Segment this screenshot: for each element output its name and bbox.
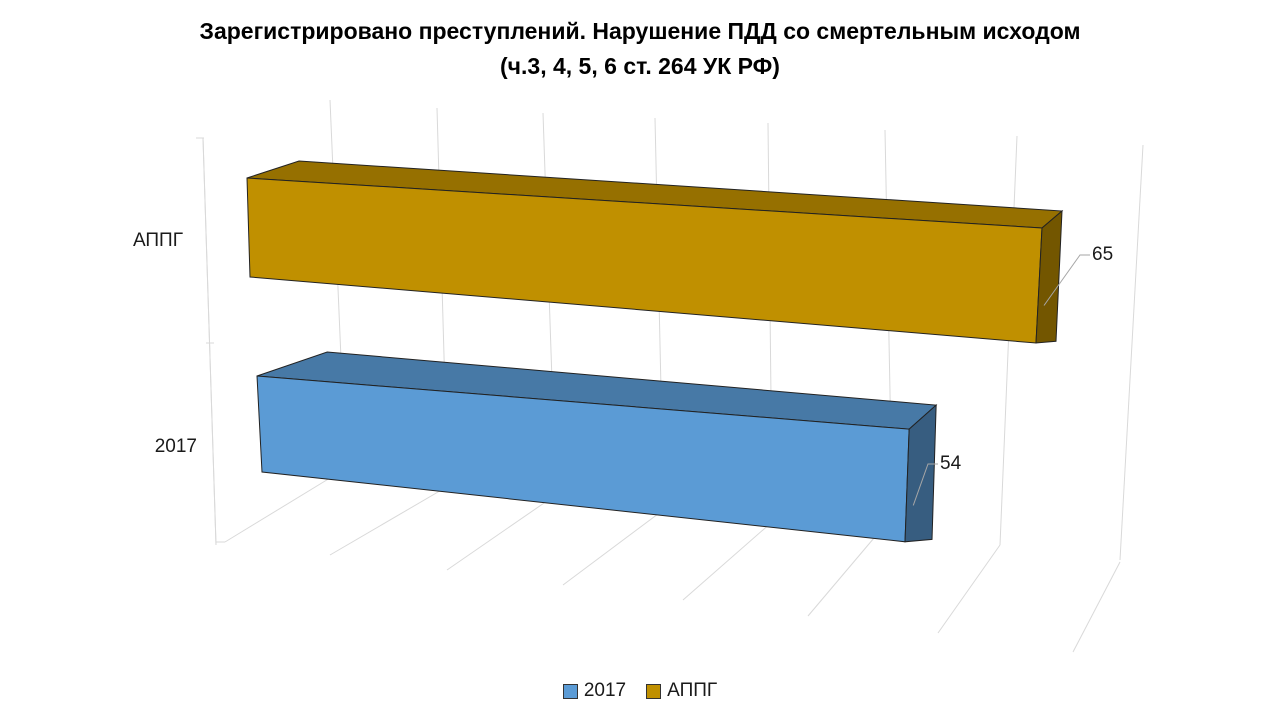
legend: 2017 АППГ: [0, 680, 1280, 702]
gridline-floor: [807, 524, 886, 617]
data-label-2017: 54: [940, 453, 962, 474]
category-label-2017: 2017: [155, 436, 197, 457]
bar-side-face: [904, 404, 937, 543]
data-label-leader: [912, 463, 938, 506]
label-layer: 65 АППГ 54 2017: [133, 230, 1113, 506]
axis-left: [202, 137, 217, 546]
gridline-floor: [937, 544, 1001, 634]
chart-subtitle: (ч.3, 4, 5, 6 ст. 264 УК РФ): [500, 53, 780, 79]
gridline-floor: [446, 491, 561, 571]
legend-label-appg: АППГ: [667, 680, 718, 701]
data-label-leader: [1043, 254, 1090, 306]
chart-title: Зарегистрировано преступлений. Нарушение…: [0, 14, 1280, 84]
legend-swatch-appg: [646, 683, 662, 699]
legend-item-appg: АППГ: [646, 680, 717, 702]
gridline-floor: [1072, 561, 1121, 653]
bar-appg: [246, 160, 1064, 344]
gridline-floor: [329, 484, 451, 556]
gridline-floor: [682, 514, 781, 601]
bar-layer: [246, 160, 1064, 543]
bar-2017: [256, 351, 938, 543]
legend-item-2017: 2017: [562, 680, 627, 702]
legend-label-2017: 2017: [583, 680, 627, 701]
gridline-floor: [562, 504, 671, 586]
data-label-appg: 65: [1092, 244, 1113, 265]
category-label-appg: АППГ: [133, 230, 183, 251]
gridline-vertical: [1119, 144, 1144, 561]
legend-swatch-2017: [562, 683, 578, 699]
bar-side-face: [1035, 209, 1063, 344]
gridline-floor: [224, 477, 331, 543]
chart-title-line-1: Зарегистрировано преступлений. Нарушение…: [199, 18, 1081, 44]
